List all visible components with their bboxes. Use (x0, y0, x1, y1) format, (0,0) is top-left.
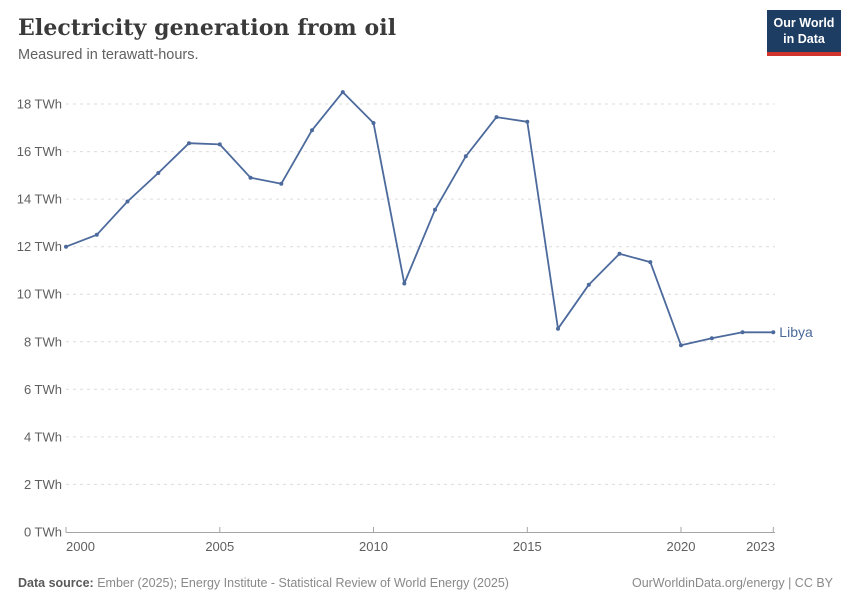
owid-logo-line2: in Data (783, 32, 825, 47)
data-source-text: Ember (2025); Energy Institute - Statist… (93, 576, 509, 590)
license-link[interactable]: CC BY (794, 576, 833, 590)
x-axis-tick-label: 2005 (205, 539, 234, 554)
data-point[interactable] (279, 181, 284, 186)
data-point[interactable] (248, 175, 253, 180)
y-axis-tick-label: 14 TWh (17, 192, 62, 207)
footer-links: OurWorldinData.org/energy | CC BY (632, 576, 833, 590)
data-point[interactable] (187, 141, 191, 146)
data-point[interactable] (494, 115, 499, 120)
owid-link[interactable]: OurWorldinData.org/energy (631, 576, 785, 590)
data-point[interactable] (156, 171, 161, 175)
data-point[interactable] (463, 154, 468, 159)
data-point[interactable] (125, 199, 130, 204)
owid-logo[interactable]: Our World in Data (767, 10, 841, 56)
y-axis-tick-label: 18 TWh (17, 97, 62, 112)
data-point[interactable] (556, 326, 560, 331)
y-axis-tick-label: 0 TWh (24, 525, 62, 540)
owid-logo-line1: Our World (773, 16, 835, 30)
y-axis-tick-label: 6 TWh (24, 382, 62, 397)
data-point[interactable] (771, 330, 776, 335)
y-axis-tick-label: 8 TWh (24, 334, 62, 349)
data-point[interactable] (617, 251, 622, 256)
y-axis-tick-label: 2 TWh (24, 477, 62, 492)
data-point[interactable] (709, 336, 714, 341)
y-axis-tick-label: 10 TWh (17, 287, 62, 302)
data-point[interactable] (740, 330, 745, 335)
data-point[interactable] (340, 90, 345, 95)
chart-header: Electricity generation from oil Measured… (18, 15, 750, 63)
x-axis-tick-label: 2015 (513, 539, 542, 554)
libya-line[interactable] (65, 91, 775, 347)
footer-separator: | (784, 576, 795, 590)
data-point[interactable] (648, 260, 653, 265)
data-point[interactable] (402, 281, 407, 286)
chart-title: Electricity generation from oil (18, 15, 397, 41)
data-point[interactable] (433, 207, 437, 212)
y-axis-tick-label: 16 TWh (17, 144, 62, 159)
data-point[interactable] (310, 128, 314, 133)
y-axis-tick-label: 12 TWh (17, 239, 62, 254)
data-point[interactable] (94, 232, 99, 237)
chart-footer: Data source: Ember (2025); Energy Instit… (18, 576, 833, 590)
data-point[interactable] (679, 343, 683, 348)
data-point[interactable] (64, 244, 68, 249)
data-source-label: Data source: (18, 576, 94, 590)
series-label[interactable]: Libya (779, 324, 813, 340)
chart-subtitle: Measured in terawatt-hours. (18, 47, 199, 63)
data-point[interactable] (371, 121, 376, 125)
data-point[interactable] (525, 119, 530, 124)
y-axis-tick-label: 4 TWh (24, 429, 62, 444)
x-axis-tick-label: 2023 (746, 539, 775, 554)
data-source: Data source: Ember (2025); Energy Instit… (18, 576, 509, 590)
x-axis-tick-label: 2000 (66, 539, 95, 554)
x-axis-tick-label: 2010 (359, 539, 388, 554)
data-point[interactable] (586, 282, 591, 287)
x-axis-tick-label: 2020 (667, 539, 696, 554)
data-point[interactable] (217, 142, 222, 147)
